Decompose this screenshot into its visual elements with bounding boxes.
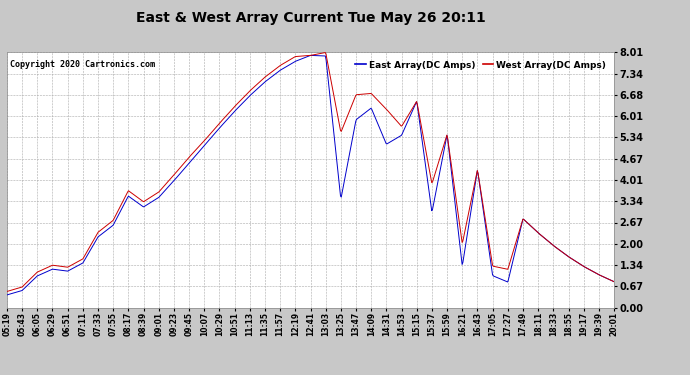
Legend: East Array(DC Amps), West Array(DC Amps): East Array(DC Amps), West Array(DC Amps) bbox=[352, 57, 609, 73]
Text: East & West Array Current Tue May 26 20:11: East & West Array Current Tue May 26 20:… bbox=[136, 11, 485, 25]
Text: Copyright 2020 Cartronics.com: Copyright 2020 Cartronics.com bbox=[10, 60, 155, 69]
